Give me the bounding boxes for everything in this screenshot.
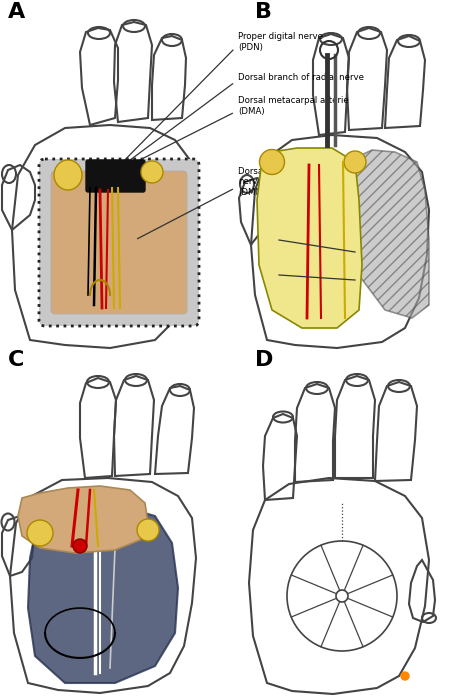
Text: Dorsal branch of radial nerve: Dorsal branch of radial nerve xyxy=(238,74,364,83)
Ellipse shape xyxy=(137,519,159,541)
Ellipse shape xyxy=(141,161,163,183)
Circle shape xyxy=(401,672,409,680)
Ellipse shape xyxy=(54,160,82,190)
Text: C: C xyxy=(8,350,24,370)
Text: Dorsal metacarpal
nerve
(DMN): Dorsal metacarpal nerve (DMN) xyxy=(238,167,317,197)
Text: Proper digital nerve
(PDN): Proper digital nerve (PDN) xyxy=(238,32,323,52)
FancyBboxPatch shape xyxy=(51,171,187,314)
FancyBboxPatch shape xyxy=(39,159,199,326)
Text: B: B xyxy=(255,2,272,22)
Text: Dorsal metacarpal arterie
(DMA): Dorsal metacarpal arterie (DMA) xyxy=(238,96,349,116)
Circle shape xyxy=(73,539,87,553)
Circle shape xyxy=(336,590,348,602)
Polygon shape xyxy=(257,148,362,328)
Ellipse shape xyxy=(259,150,284,175)
Polygon shape xyxy=(28,506,178,683)
Text: A: A xyxy=(8,2,25,22)
FancyBboxPatch shape xyxy=(86,160,145,192)
Polygon shape xyxy=(18,486,148,553)
Text: D: D xyxy=(255,350,273,370)
Ellipse shape xyxy=(27,520,53,546)
Ellipse shape xyxy=(344,151,366,173)
Polygon shape xyxy=(352,150,429,318)
